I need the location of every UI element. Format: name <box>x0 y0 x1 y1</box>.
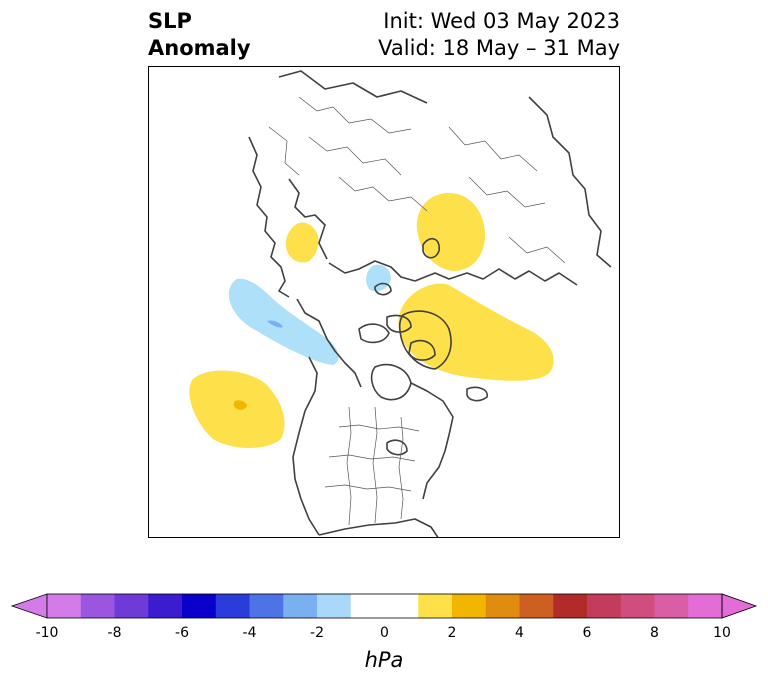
anomaly-positive-ne-pacific-core <box>233 400 247 410</box>
colorbar-segment <box>620 594 655 618</box>
colorbar-segment <box>283 594 318 618</box>
colorbar-segment <box>80 594 115 618</box>
colorbar-tick-label: -2 <box>310 625 324 641</box>
anomaly-negative-bering <box>228 278 339 365</box>
title-init-date: Init: Wed 03 May 2023 <box>383 9 620 33</box>
anomaly-positive-siberia <box>416 193 485 271</box>
anomaly-positive-ne-pacific <box>189 370 285 448</box>
map-title-variable: SLP Anomaly <box>148 8 251 62</box>
colorbar-segment <box>587 594 622 618</box>
colorbar-segment <box>452 594 487 618</box>
colorbar-tick-label: -8 <box>107 625 122 641</box>
colorbar-unit-label: hPa <box>364 648 404 672</box>
colorbar-segment <box>384 594 419 618</box>
colorbar-segment <box>249 594 284 618</box>
colorbar-segment <box>350 594 385 618</box>
colorbar-segment <box>317 594 352 618</box>
anomaly-negative-barents <box>366 264 391 292</box>
colorbar-tick-label: -6 <box>175 625 189 641</box>
colorbar-tick-label: 6 <box>582 625 592 641</box>
colorbar-tick-label: -10 <box>35 625 59 641</box>
colorbar-segment <box>148 594 183 618</box>
colorbar-tick-label: 0 <box>380 625 389 641</box>
title-variable-line2: Anomaly <box>148 36 251 60</box>
map-title-dates: Init: Wed 03 May 2023 Valid: 18 May – 31… <box>378 8 620 62</box>
anomaly-positive-scandinavia <box>285 222 319 263</box>
anomaly-blank-edge <box>149 285 159 319</box>
colorbar <box>10 593 758 619</box>
title-variable-line1: SLP <box>148 9 192 33</box>
colorbar-segment <box>182 594 217 618</box>
colorbar-extend-min <box>10 593 48 619</box>
anomaly-positive-greenland <box>398 283 554 381</box>
anomaly-fills <box>149 193 554 448</box>
colorbar-tick-label: -4 <box>242 625 257 641</box>
colorbar-tick-label: 8 <box>650 625 659 641</box>
colorbar-segment <box>688 594 723 618</box>
colorbar-frame <box>46 593 723 619</box>
colorbar-segment <box>553 594 588 618</box>
colorbar-tick-label: 10 <box>713 625 731 641</box>
coastlines <box>248 70 612 537</box>
colorbar-segment <box>47 594 82 618</box>
colorbar-extend-max <box>721 593 758 619</box>
colorbar-tick-label: 2 <box>447 625 457 641</box>
colorbar-segment <box>654 594 689 618</box>
colorbar-segment <box>215 594 250 618</box>
colorbar-segment <box>114 594 149 618</box>
colorbar-segment <box>519 594 554 618</box>
map-svg <box>149 70 612 537</box>
title-valid-period: Valid: 18 May – 31 May <box>378 36 620 60</box>
colorbar-segment <box>418 594 453 618</box>
country-borders <box>268 96 566 526</box>
slp-anomaly-map <box>148 66 620 538</box>
colorbar-tick-label: 4 <box>515 625 524 641</box>
colorbar-segment <box>485 594 520 618</box>
anomaly-negative-bering-core <box>267 320 283 328</box>
